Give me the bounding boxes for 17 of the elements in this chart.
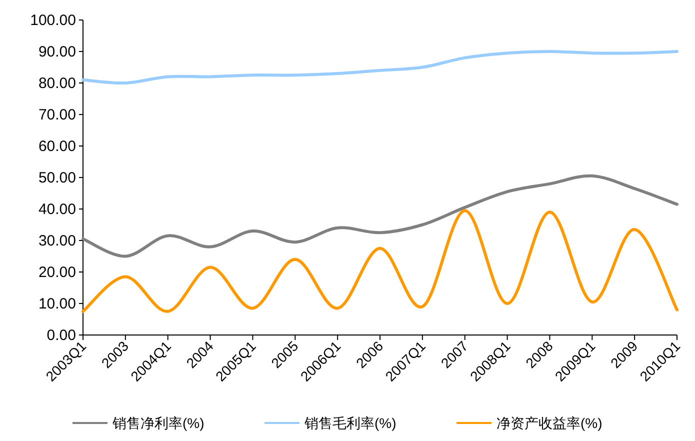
line-series <box>82 50 678 85</box>
legend-label: 销售净利率(%) <box>112 415 204 431</box>
legend-label: 净资产收益率(%) <box>496 415 602 431</box>
line-series <box>82 209 678 313</box>
y-tick-label: 30.00 <box>38 232 76 250</box>
y-tick-label: 80.00 <box>38 75 76 92</box>
y-tick-label: 0.00 <box>46 327 76 344</box>
y-tick-label: 60.00 <box>38 138 76 155</box>
y-tick-label: 100.00 <box>30 12 76 29</box>
y-tick-label: 20.00 <box>38 264 76 281</box>
y-tick-label: 40.00 <box>38 201 76 218</box>
line-series <box>82 174 678 258</box>
y-tick-label: 50.00 <box>38 170 76 186</box>
y-tick-label: 90.00 <box>38 44 76 60</box>
legend-label: 销售毛利率(%) <box>304 415 396 431</box>
y-tick-label: 10.00 <box>38 296 76 312</box>
y-tick-label: 70.00 <box>38 106 76 124</box>
